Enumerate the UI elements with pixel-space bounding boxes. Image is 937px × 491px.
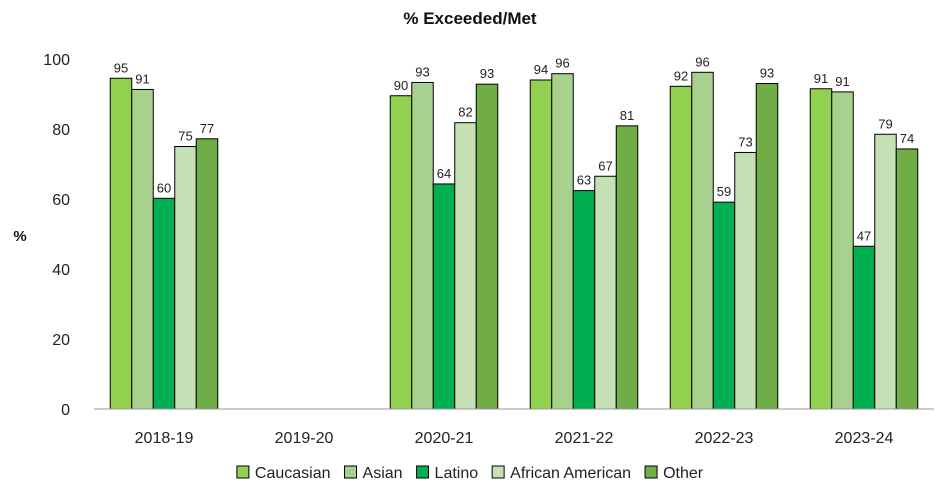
legend-swatch (344, 465, 358, 479)
data-label: 93 (480, 66, 494, 81)
x-tick-label: 2023-24 (835, 430, 894, 447)
data-label: 63 (577, 173, 591, 188)
legend-swatch (236, 465, 250, 479)
data-label: 81 (620, 108, 634, 123)
data-label: 77 (200, 121, 214, 136)
data-label: 91 (835, 74, 849, 89)
bar (411, 81, 434, 410)
bar (152, 197, 176, 410)
legend-label: Latino (435, 465, 479, 482)
legend-swatch (644, 465, 658, 479)
bar (755, 83, 779, 410)
legend-item: Caucasian (236, 465, 331, 482)
y-tick-label: 40 (52, 262, 70, 279)
bar (691, 71, 714, 410)
bar (809, 88, 833, 410)
bar (572, 190, 596, 410)
data-label: 82 (458, 105, 472, 120)
data-label: 96 (695, 54, 709, 69)
bar (615, 125, 639, 410)
data-labels-group: 95 91 60 75 77 90 93 64 82 93 94 96 63 67 81 92 96 59 73 93… (114, 54, 914, 243)
data-label: 92 (674, 68, 688, 83)
y-tick-label: 20 (52, 332, 70, 349)
legend-label: Caucasian (255, 465, 331, 482)
bar (594, 175, 617, 410)
bars-group (109, 71, 919, 410)
data-label: 79 (878, 116, 892, 131)
legend-swatch (416, 465, 430, 479)
bar (454, 122, 477, 410)
x-tick-label: 2019-20 (275, 430, 334, 447)
bar (389, 95, 413, 410)
legend-item: African American (491, 465, 631, 482)
y-tick-label: 60 (52, 192, 70, 209)
bar (874, 133, 897, 410)
bar (712, 201, 736, 410)
x-tick-label: 2018-19 (135, 430, 194, 447)
y-axis-ticks: 0 20 40 60 80 100 (43, 52, 70, 419)
data-label: 60 (157, 180, 171, 195)
data-label: 93 (760, 66, 774, 81)
bar (831, 91, 854, 410)
bar (195, 138, 219, 410)
x-tick-label: 2020-21 (415, 430, 474, 447)
data-label: 74 (900, 131, 914, 146)
y-tick-label: 100 (43, 52, 70, 69)
data-label: 73 (738, 134, 752, 149)
data-label: 91 (135, 71, 149, 86)
bar (432, 183, 456, 410)
y-axis-label: % (13, 228, 26, 245)
legend-item: Asian (344, 465, 403, 482)
data-label: 59 (717, 184, 731, 199)
data-label: 91 (814, 71, 828, 86)
data-label: 96 (555, 56, 569, 71)
data-label: 94 (534, 62, 548, 77)
bar (131, 88, 154, 410)
bar (734, 151, 757, 410)
chart-title: % Exceeded/Met (403, 9, 537, 28)
legend-item: Latino (416, 465, 479, 482)
bar (174, 146, 197, 410)
data-label: 64 (437, 166, 451, 181)
legend-label: African American (510, 465, 631, 482)
bar (109, 77, 133, 410)
x-axis-ticks: 2018-19 2019-20 2020-21 2021-22 2022-23 2023-… (135, 430, 894, 447)
bar (529, 79, 553, 410)
x-tick-label: 2021-22 (555, 430, 614, 447)
legend-swatch (491, 465, 505, 479)
legend-item: Other (644, 465, 704, 482)
data-label: 75 (178, 129, 192, 144)
x-tick-label: 2022-23 (695, 430, 754, 447)
y-tick-label: 80 (52, 122, 70, 139)
legend-label: Asian (363, 465, 403, 482)
bar (895, 148, 919, 410)
data-label: 90 (394, 78, 408, 93)
bar (475, 83, 499, 410)
legend-label: Other (663, 465, 704, 482)
data-label: 93 (415, 64, 429, 79)
y-tick-label: 0 (61, 402, 70, 419)
bar (669, 85, 693, 410)
bar (551, 73, 574, 410)
data-label: 95 (114, 60, 128, 75)
data-label: 67 (598, 158, 612, 173)
data-label: 47 (857, 228, 871, 243)
bar (852, 245, 876, 410)
legend: Caucasian Asian Latino African American Othe… (236, 465, 704, 482)
